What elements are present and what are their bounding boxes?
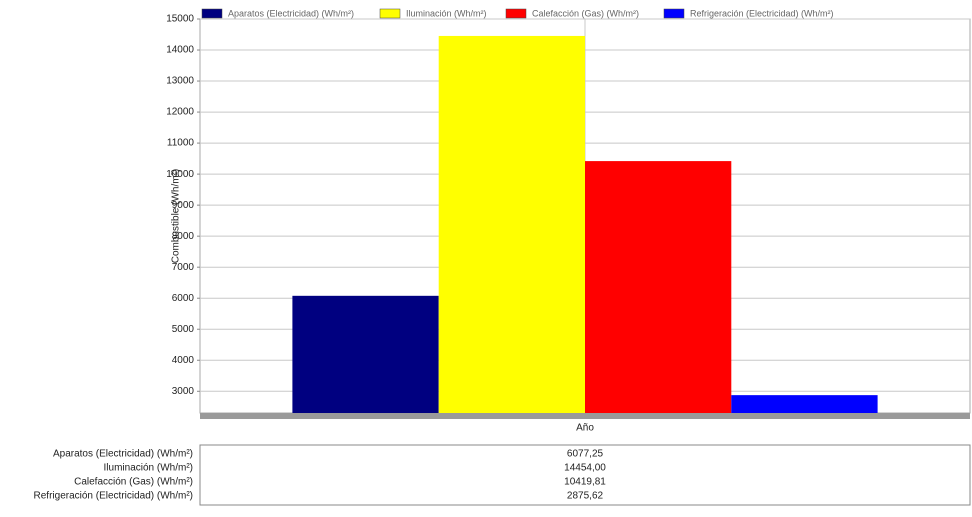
table-value: 10419,81 bbox=[564, 477, 606, 488]
table-value: 2875,62 bbox=[567, 491, 604, 502]
table-row-label: Aparatos (Electricidad) (Wh/m²) bbox=[53, 449, 193, 460]
y-tick-label: 5000 bbox=[172, 324, 195, 335]
y-tick-label: 14000 bbox=[166, 45, 194, 56]
y-tick-label: 12000 bbox=[166, 107, 194, 118]
legend-swatch bbox=[379, 8, 401, 19]
legend-label: Calefacción (Gas) (Wh/m²) bbox=[532, 8, 639, 18]
legend-swatch bbox=[505, 8, 527, 19]
bar bbox=[438, 35, 585, 413]
table-value: 14454,00 bbox=[564, 463, 606, 474]
legend-label: Aparatos (Electricidad) (Wh/m²) bbox=[228, 8, 354, 18]
y-tick-label: 10000 bbox=[166, 169, 194, 180]
y-tick-label: 7000 bbox=[172, 262, 195, 273]
y-tick-label: 15000 bbox=[166, 14, 194, 25]
legend-label: Refrigeración (Electricidad) (Wh/m²) bbox=[690, 8, 834, 18]
y-tick-label: 3000 bbox=[172, 386, 195, 397]
legend-label: Iluminación (Wh/m²) bbox=[406, 8, 487, 18]
floor bbox=[200, 413, 970, 419]
y-tick-label: 9000 bbox=[172, 200, 195, 211]
bar bbox=[585, 161, 732, 413]
table-value: 6077,25 bbox=[567, 449, 604, 460]
y-tick-label: 11000 bbox=[167, 138, 195, 149]
y-tick-label: 6000 bbox=[172, 293, 195, 304]
bar bbox=[731, 395, 878, 413]
data-table bbox=[199, 444, 971, 506]
y-tick-label: 13000 bbox=[166, 76, 194, 87]
table-row-label: Calefacción (Gas) (Wh/m²) bbox=[74, 477, 193, 488]
y-tick-label: 4000 bbox=[172, 355, 195, 366]
table-row-label: Refrigeración (Electricidad) (Wh/m²) bbox=[34, 491, 193, 502]
x-tick-label: Año bbox=[576, 423, 594, 434]
y-axis-label: Combustible (Wh/m²) bbox=[171, 169, 182, 263]
y-tick-label: 8000 bbox=[172, 231, 195, 242]
legend-swatch bbox=[663, 8, 685, 19]
bar bbox=[292, 295, 439, 413]
table-row-label: Iluminación (Wh/m²) bbox=[104, 463, 193, 474]
legend-swatch bbox=[201, 8, 223, 19]
